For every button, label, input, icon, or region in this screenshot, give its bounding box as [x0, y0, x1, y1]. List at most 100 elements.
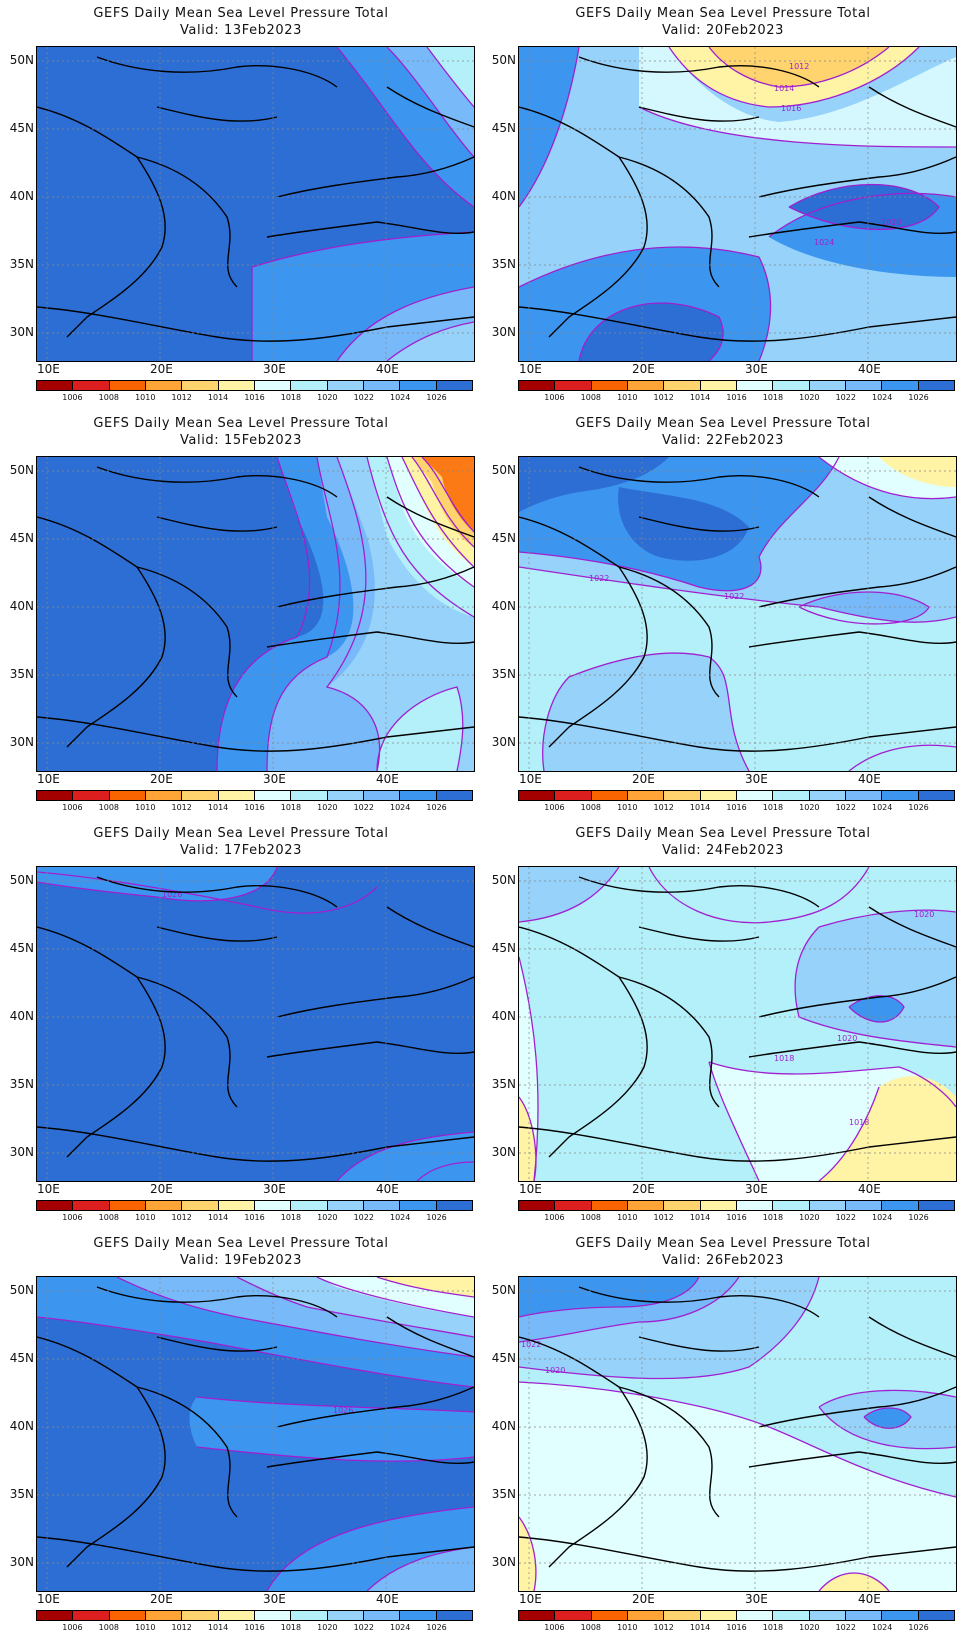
- colorbar-swatch: [218, 1201, 255, 1210]
- colorbar-swatch: [664, 791, 701, 800]
- colorbar-swatch: [882, 1201, 919, 1210]
- lon-label: 30E: [745, 1592, 768, 1606]
- colorbar-label: 1024: [389, 1213, 411, 1222]
- colorbar-label: 1010: [135, 393, 156, 402]
- colorbar-swatch: [109, 1201, 146, 1210]
- colorbar-label: 1022: [353, 1213, 374, 1222]
- colorbar-label: 1010: [135, 803, 156, 812]
- lat-label: 35N: [491, 257, 516, 271]
- colorbar-label: 1006: [544, 1213, 565, 1222]
- lon-label: 40E: [376, 362, 399, 376]
- colorbar-label: 1026: [908, 803, 929, 812]
- colorbar-label: 1016: [726, 393, 747, 402]
- colorbar-label: 1026: [908, 1623, 929, 1632]
- lon-label: 30E: [263, 1592, 286, 1606]
- colorbar: [36, 380, 473, 391]
- colorbar-label: 1014: [207, 803, 229, 812]
- colorbar-swatch: [627, 1201, 665, 1210]
- colorbar-label: 1020: [317, 1213, 338, 1222]
- pressure-map: 1022 1020: [518, 1276, 957, 1592]
- lon-label: 30E: [263, 1182, 286, 1196]
- colorbar-swatch: [700, 791, 737, 800]
- colorbar-swatch: [700, 1611, 737, 1620]
- colorbar-label: 1006: [62, 803, 83, 812]
- lat-label: 30N: [9, 735, 34, 749]
- colorbar-swatch: [145, 791, 183, 800]
- map-panel-24feb: GEFS Daily Mean Sea Level Pressure Total…: [482, 820, 964, 1230]
- lon-label: 30E: [745, 1182, 768, 1196]
- colorbar-label: 1018: [280, 393, 302, 402]
- svg-text:1024: 1024: [814, 238, 834, 247]
- colorbar-swatch: [400, 381, 437, 390]
- colorbar-label: 1006: [62, 393, 83, 402]
- panel-valid-date: Valid: 17Feb2023: [179, 843, 303, 858]
- colorbar-swatch: [519, 791, 556, 800]
- colorbar-swatch: [363, 381, 401, 390]
- map-panel-22feb: GEFS Daily Mean Sea Level Pressure Total…: [482, 410, 964, 820]
- lon-label: 40E: [858, 1592, 881, 1606]
- lat-label: 45N: [491, 121, 516, 135]
- colorbar-swatch: [736, 381, 774, 390]
- lon-label: 10E: [519, 772, 542, 786]
- colorbar-label: 1016: [244, 803, 265, 812]
- lon-label: 40E: [376, 772, 399, 786]
- colorbar-swatch: [555, 1201, 592, 1210]
- colorbar-swatch: [664, 381, 701, 390]
- lat-label: 40N: [491, 1009, 516, 1023]
- colorbar-swatch: [700, 1201, 737, 1210]
- colorbar-swatch: [363, 1201, 401, 1210]
- panel-valid-date: Valid: 19Feb2023: [179, 1253, 303, 1268]
- colorbar-swatch: [773, 381, 810, 390]
- lat-label: 30N: [491, 1145, 516, 1159]
- lat-label: 50N: [491, 1283, 516, 1297]
- colorbar-label: 1012: [171, 1623, 192, 1632]
- colorbar-label: 1006: [544, 393, 565, 402]
- colorbar: [518, 790, 955, 801]
- lon-label: 10E: [519, 1592, 542, 1606]
- colorbar-label: 1010: [617, 393, 638, 402]
- lat-label: 40N: [9, 1419, 34, 1433]
- lon-label: 30E: [263, 362, 286, 376]
- colorbar-swatch: [109, 1611, 146, 1620]
- colorbar-swatch: [291, 791, 328, 800]
- colorbar-label: 1026: [426, 1623, 447, 1632]
- colorbar-label: 1016: [726, 1623, 747, 1632]
- colorbar-swatch: [254, 1611, 292, 1620]
- svg-text:1020: 1020: [837, 1034, 857, 1043]
- colorbar-label: 1022: [835, 803, 856, 812]
- colorbar-label: 1006: [62, 1623, 83, 1632]
- colorbar-label: 1022: [353, 803, 374, 812]
- lat-label: 45N: [9, 1351, 34, 1365]
- colorbar-swatch: [182, 791, 219, 800]
- panel-title: GEFS Daily Mean Sea Level Pressure Total: [575, 1236, 871, 1251]
- pressure-map: [36, 456, 475, 772]
- pressure-map: 1020 1020 1018 1018: [518, 866, 957, 1182]
- lat-label: 35N: [9, 1487, 34, 1501]
- colorbar-label: 1018: [762, 393, 784, 402]
- colorbar-swatch: [145, 1201, 183, 1210]
- colorbar-swatch: [664, 1201, 701, 1210]
- colorbar-swatch: [882, 1611, 919, 1620]
- panel-valid-date: Valid: 26Feb2023: [661, 1253, 785, 1268]
- colorbar-swatch: [363, 791, 401, 800]
- colorbar-swatch: [218, 791, 255, 800]
- lat-label: 35N: [9, 1077, 34, 1091]
- colorbar-label: 1020: [799, 803, 820, 812]
- colorbar-label: 1012: [653, 393, 674, 402]
- lat-label: 30N: [491, 735, 516, 749]
- colorbar-swatch: [773, 1201, 810, 1210]
- lat-label: 50N: [9, 873, 34, 887]
- lat-label: 35N: [491, 1487, 516, 1501]
- lat-label: 50N: [491, 463, 516, 477]
- lat-label: 45N: [491, 1351, 516, 1365]
- pressure-map: 1026: [36, 866, 475, 1182]
- lon-label: 20E: [150, 362, 173, 376]
- colorbar: [36, 790, 473, 801]
- colorbar-label: 1012: [171, 393, 192, 402]
- panel-valid-date: Valid: 13Feb2023: [179, 23, 303, 38]
- colorbar-label: 1020: [317, 393, 338, 402]
- lat-label: 50N: [491, 53, 516, 67]
- colorbar-label: 1018: [762, 803, 784, 812]
- colorbar-swatch: [109, 791, 146, 800]
- lon-label: 10E: [37, 1592, 60, 1606]
